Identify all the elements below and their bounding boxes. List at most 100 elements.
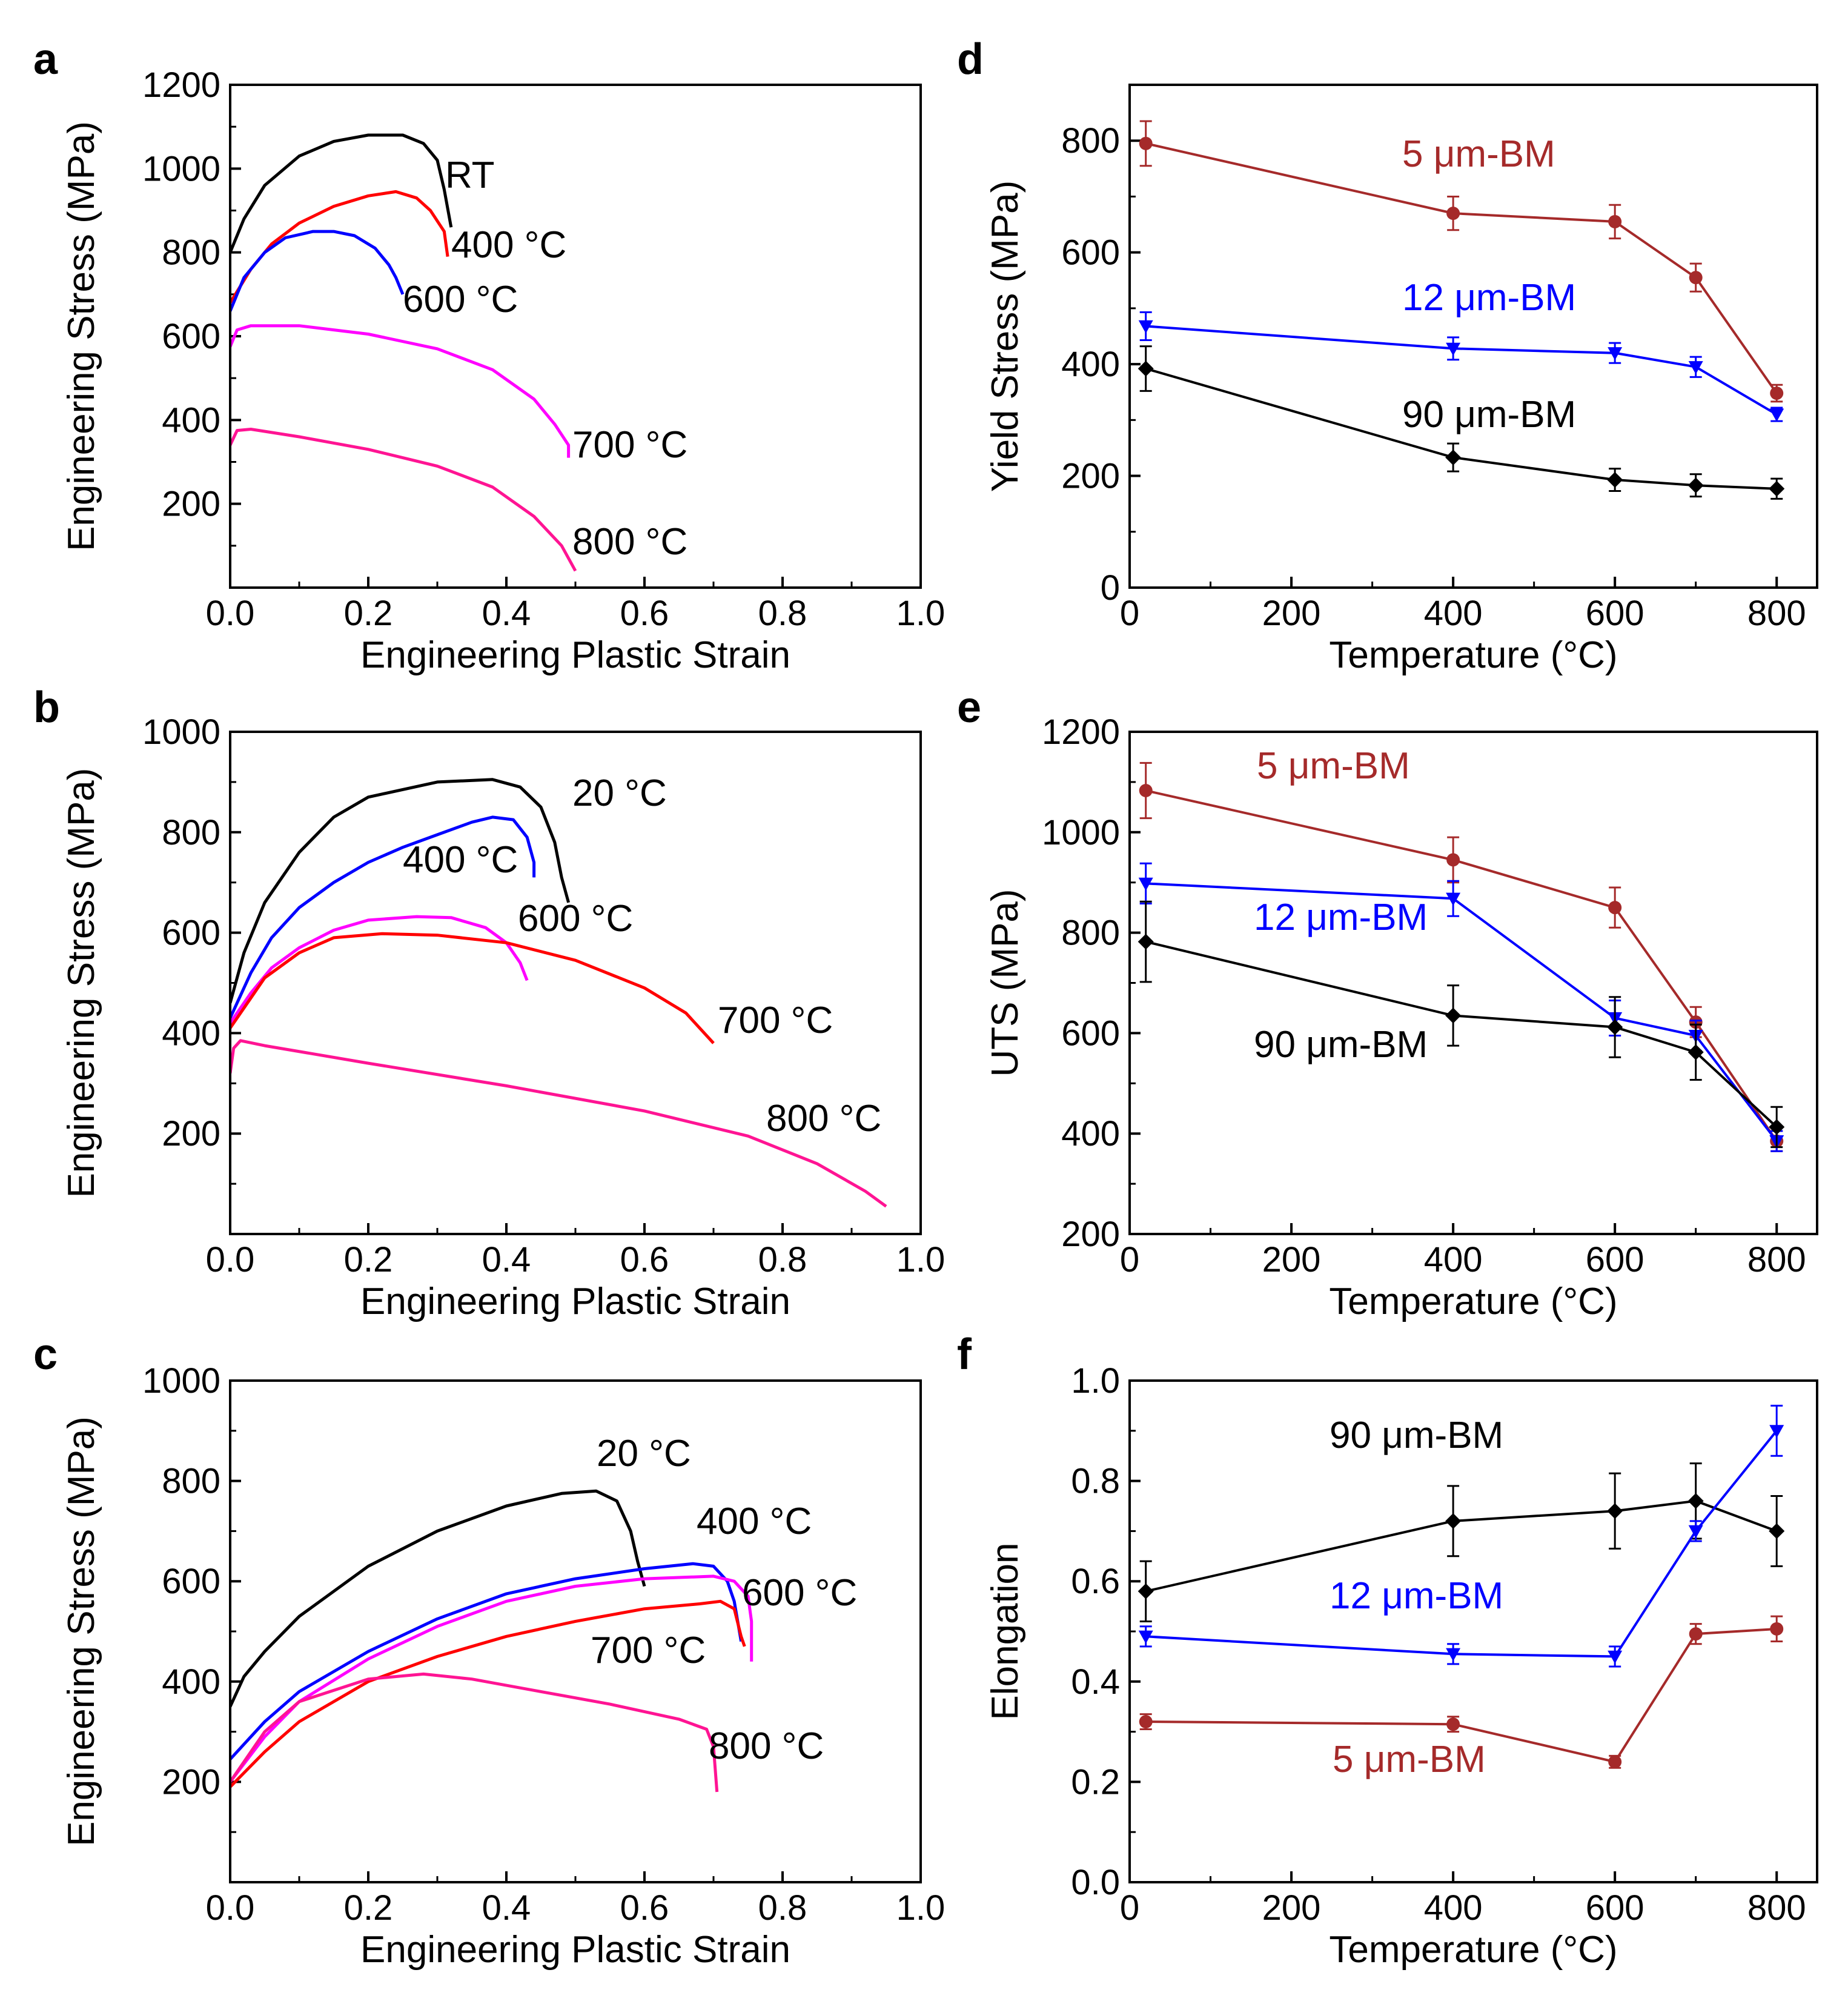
data-point-12-m-bm xyxy=(1138,320,1153,334)
data-point-12-m-bm xyxy=(1446,892,1461,906)
x-tick-label: 0 xyxy=(1120,1888,1139,1928)
series-label-400-c: 400 °C xyxy=(403,839,518,881)
data-point-90-m-bm xyxy=(1138,360,1154,377)
data-point-5-m-bm xyxy=(1689,1627,1703,1641)
y-tick-label: 0.6 xyxy=(1071,1562,1120,1601)
data-point-5-m-bm xyxy=(1608,1755,1622,1769)
series-label-600-c: 600 °C xyxy=(403,279,518,320)
x-tick-label: 0.4 xyxy=(482,1240,531,1279)
plot-area xyxy=(230,778,887,1208)
series-label-800-c: 800 °C xyxy=(709,1725,824,1767)
data-point-5-m-bm xyxy=(1770,1622,1784,1636)
data-point-12-m-bm xyxy=(1608,347,1623,360)
series-label-20-c: 20 °C xyxy=(572,772,667,814)
plot-area xyxy=(1138,120,1785,500)
axes-frame xyxy=(229,1379,922,1883)
x-tick-label: 0.4 xyxy=(482,594,531,633)
panel-b: 0.0 0.2 0.4 0.6 0.8 1.0 200 400 600 800 1000 Engine… xyxy=(61,712,945,1322)
x-tick-label: 0.2 xyxy=(344,1240,393,1279)
data-point-5-m-bm xyxy=(1139,783,1153,797)
y-tick-label: 200 xyxy=(162,485,220,524)
data-point-5-m-bm xyxy=(1446,853,1460,867)
panel-a: 0.0 0.2 0.4 0.6 0.8 1.0 200 400 600 800 1000 1200 En… xyxy=(61,65,945,676)
data-point-5-m-bm xyxy=(1608,214,1622,228)
x-tick-label: 0.6 xyxy=(620,594,669,633)
data-point-90-m-bm xyxy=(1769,1119,1785,1135)
x-tick-label: 0.2 xyxy=(344,1888,393,1928)
data-point-90-m-bm xyxy=(1687,1044,1704,1060)
x-tick-label: 0.0 xyxy=(206,594,255,633)
data-point-90-m-bm xyxy=(1138,934,1154,950)
y-tick-label: 1000 xyxy=(142,1361,220,1401)
series-label-90-m-bm: 90 μm-BM xyxy=(1254,1024,1428,1066)
data-point-90-m-bm xyxy=(1445,1513,1462,1529)
data-point-90-m-bm xyxy=(1445,450,1462,466)
series-label-600-c: 600 °C xyxy=(742,1572,857,1614)
x-tick-label: 400 xyxy=(1424,594,1483,633)
y-tick-label: 400 xyxy=(162,400,220,440)
x-axis-label: Engineering Plastic Strain xyxy=(360,1281,790,1322)
x-tick-label: 800 xyxy=(1747,1240,1806,1279)
y-axis-label: Engineering Stress (MPa) xyxy=(61,768,102,1198)
y-tick-label: 0.8 xyxy=(1071,1462,1120,1501)
y-tick-label: 400 xyxy=(1061,1114,1120,1153)
data-point-12-m-bm xyxy=(1769,408,1784,422)
data-point-5-m-bm xyxy=(1770,386,1784,400)
series-label-800-c: 800 °C xyxy=(572,521,687,563)
x-tick-label: 200 xyxy=(1262,594,1321,633)
y-tick-label: 800 xyxy=(162,813,220,852)
axes-frame xyxy=(1128,84,1818,589)
series-label-90-m-bm: 90 μm-BM xyxy=(1330,1415,1503,1456)
x-tick-label: 200 xyxy=(1262,1240,1321,1279)
series-label-700-c: 700 °C xyxy=(718,1000,833,1041)
panel-f: 0 200 400 600 800 0.0 0.2 0.4 0.6 0.8 1.0 Temperatu… xyxy=(984,1361,1818,1971)
data-point-5-m-bm xyxy=(1139,136,1153,150)
series-line-400-c xyxy=(230,1562,743,1760)
axes-frame xyxy=(229,84,922,589)
series-label-5-m-bm: 5 μm-BM xyxy=(1257,745,1410,787)
panel-letter-a: a xyxy=(33,35,58,84)
y-tick-label: 800 xyxy=(1061,121,1120,161)
data-point-5-m-bm xyxy=(1446,207,1460,221)
series-line-400-c xyxy=(230,815,536,1019)
x-tick-label: 0.8 xyxy=(758,1240,807,1279)
x-tick-label: 800 xyxy=(1747,594,1806,633)
y-tick-label: 400 xyxy=(162,1662,220,1702)
plot-area xyxy=(1138,1404,1785,1769)
x-tick-label: 0 xyxy=(1120,594,1139,633)
y-tick-label: 600 xyxy=(162,1562,220,1601)
data-point-5-m-bm xyxy=(1689,271,1703,285)
panel-c: 0.0 0.2 0.4 0.6 0.8 1.0 200 400 600 800 1000 Engine… xyxy=(61,1361,945,1971)
panel-letter-f: f xyxy=(957,1330,972,1379)
data-point-5-m-bm xyxy=(1446,1717,1460,1731)
data-point-90-m-bm xyxy=(1607,472,1623,488)
series-line-20-c xyxy=(230,778,571,1004)
x-tick-label: 600 xyxy=(1586,1888,1644,1928)
y-tick-label: 800 xyxy=(162,233,220,273)
series-label-400-c: 400 °C xyxy=(451,224,566,266)
x-tick-label: 400 xyxy=(1424,1240,1483,1279)
y-axis-label: Engineering Stress (MPa) xyxy=(61,1416,102,1846)
x-axis-label: Temperature (°C) xyxy=(1329,1929,1617,1971)
y-axis-label: UTS (MPa) xyxy=(984,889,1026,1077)
y-tick-label: 200 xyxy=(1061,1215,1120,1254)
y-tick-label: 1000 xyxy=(142,712,220,752)
y-tick-label: 800 xyxy=(1061,914,1120,953)
x-tick-label: 1.0 xyxy=(896,1240,946,1279)
x-tick-label: 600 xyxy=(1586,594,1644,633)
y-tick-label: 400 xyxy=(1061,345,1120,384)
x-tick-label: 0.6 xyxy=(620,1888,669,1928)
data-point-12-m-bm xyxy=(1446,342,1461,356)
plot-area xyxy=(230,133,577,572)
x-tick-label: 0.0 xyxy=(206,1888,255,1928)
x-tick-label: 400 xyxy=(1424,1888,1483,1928)
x-tick-label: 0.8 xyxy=(758,1888,807,1928)
y-tick-label: 0.4 xyxy=(1071,1662,1120,1702)
x-tick-label: 0 xyxy=(1120,1240,1139,1279)
data-point-90-m-bm xyxy=(1769,1523,1785,1539)
series-label-5-m-bm: 5 μm-BM xyxy=(1333,1739,1486,1780)
series-label-rt: RT xyxy=(445,154,495,196)
data-point-12-m-bm xyxy=(1769,1425,1784,1438)
x-tick-label: 1.0 xyxy=(896,1888,946,1928)
